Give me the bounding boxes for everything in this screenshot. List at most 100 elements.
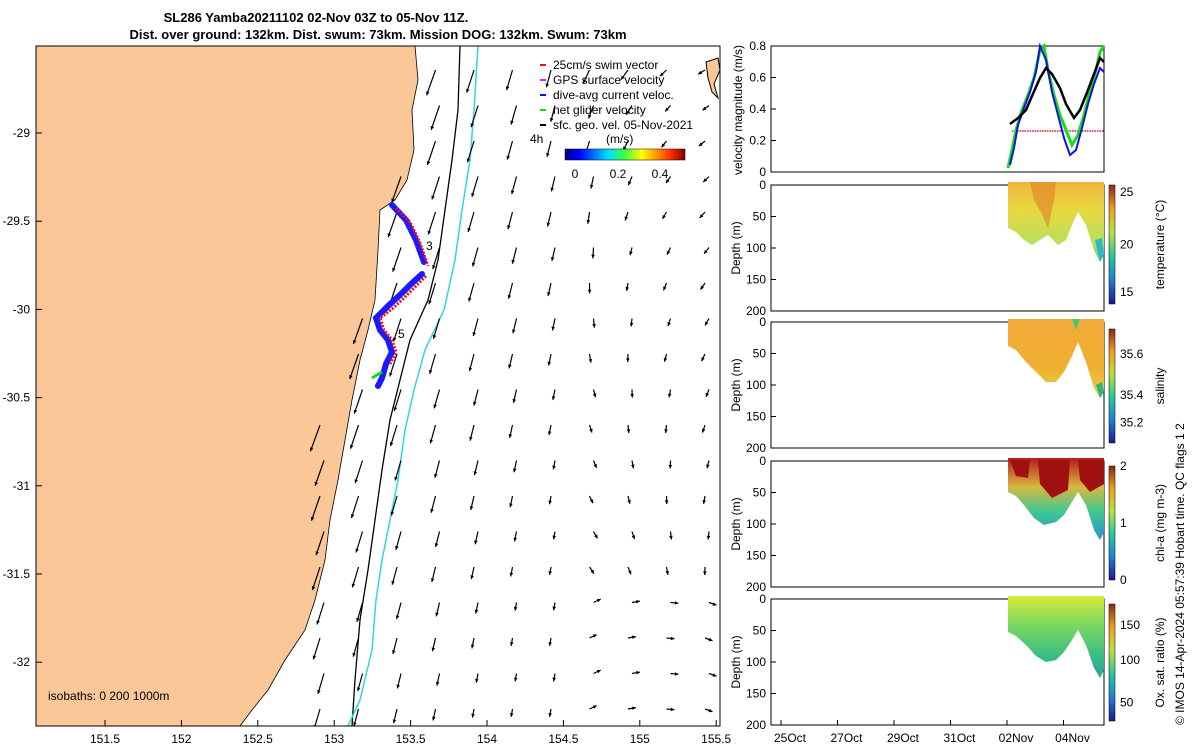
salinity-panel xyxy=(770,319,1105,449)
map-xtick-label: 155.5 xyxy=(701,732,731,746)
velocity-arrow-head xyxy=(699,214,704,218)
velocity-arrow-head xyxy=(662,214,666,219)
velocity-arrow-head xyxy=(513,606,518,611)
velocity-arrow-head xyxy=(626,429,631,433)
colorbar-tick-label: 150 xyxy=(1120,618,1140,632)
velocity-arrow-head xyxy=(389,442,394,447)
map-ytick-label: -29.5 xyxy=(3,214,31,228)
velocity-arrow-head xyxy=(547,292,551,296)
velocity-arrow-head xyxy=(509,572,514,577)
velocity-arrow-head xyxy=(666,250,671,255)
velocity-arrow-shaft xyxy=(466,140,475,163)
map-xtick-label: 152 xyxy=(171,732,191,746)
velocity-arrow-head xyxy=(664,429,668,433)
velocity-arrow-head xyxy=(591,254,595,259)
velocity-arrow-head xyxy=(703,178,708,183)
heatmap-colorbars xyxy=(1108,184,1116,722)
colorbar-title: temperature (°C) xyxy=(1153,200,1167,290)
map-xtick-label: 153.5 xyxy=(396,732,426,746)
velocity-arrow-head xyxy=(393,407,398,412)
velocity-arrow-head xyxy=(666,179,670,184)
salinity-blue-patch xyxy=(1096,382,1104,398)
velocity-arrow-head xyxy=(712,602,717,606)
velocity-arrow-head xyxy=(394,476,398,481)
velocity-arrow-head xyxy=(434,473,438,478)
time-tick-label: 02Nov xyxy=(999,731,1034,745)
colorbar-tick-1: 0.2 xyxy=(610,167,627,181)
colorbar-tick-label: 35.4 xyxy=(1120,388,1144,402)
velocity-arrow-shaft xyxy=(316,602,325,625)
heatmap-axes: 0 50 100 150 200 Depth (m) 0 50 100 150 200 Depth (… xyxy=(729,178,1090,745)
velocity-arrow-shaft xyxy=(427,211,437,235)
velocity-arrow-head xyxy=(471,192,475,197)
isobath-1000 xyxy=(347,46,479,726)
velocity-arrow-head xyxy=(582,79,587,84)
velocity-arrow-head xyxy=(513,677,518,682)
velocity-arrow-head xyxy=(700,285,705,290)
velocity-arrow-shaft xyxy=(309,424,321,452)
velocity-arrow-head xyxy=(387,233,392,238)
heatmap-ytick-label: 200 xyxy=(746,441,766,455)
velocity-ylabel: velocity magnitude (m/s) xyxy=(731,45,745,175)
velocity-arrow-head xyxy=(390,511,395,516)
velocity-arrow-head xyxy=(663,357,668,362)
colorbar-title: chl-a (mg m-3) xyxy=(1153,484,1167,562)
velocity-arrow-head xyxy=(664,500,669,504)
velocity-arrow-head xyxy=(636,599,640,604)
velocity-arrow-head xyxy=(630,464,635,469)
heatmap-ytick-label: 100 xyxy=(746,655,766,669)
velocity-arrow-shaft xyxy=(355,531,364,553)
velocity-arrow-head xyxy=(469,436,473,441)
map-ytick-label: -30 xyxy=(13,302,31,316)
velocity-arrow-shaft xyxy=(315,531,325,556)
velocity-arrow-head xyxy=(703,571,707,575)
velocity-arrow-head xyxy=(627,570,632,575)
colorbar-tick-label: 15 xyxy=(1120,285,1134,299)
temperature-colorbar xyxy=(1108,184,1116,305)
velocity-arrow-head xyxy=(468,297,472,302)
velocity-arrow-head xyxy=(511,259,515,264)
velocity-arrow-head xyxy=(471,262,476,267)
isobaths-legend: isobaths: 0 200 1000m xyxy=(48,689,169,703)
velocity-arrow-shaft xyxy=(349,424,360,449)
heatmap-ytick-label: 200 xyxy=(746,304,766,318)
velocity-arrow-head xyxy=(588,358,593,363)
velocity-arrow-head xyxy=(352,652,356,657)
velocity-arrow-head xyxy=(548,500,552,505)
velocity-arrow-shaft xyxy=(426,140,437,166)
title-line-2: Dist. over ground: 132km. Dist. swum: 73… xyxy=(129,27,626,42)
legend-swim-label: 25cm/s swim vector xyxy=(553,58,658,72)
velocity-arrow-head xyxy=(706,535,711,540)
series-black-sfc xyxy=(1009,55,1105,125)
velocity-arrow-head xyxy=(392,267,396,272)
velocity-arrow-head xyxy=(472,332,476,337)
velocity-arrow-head xyxy=(396,684,400,689)
velocity-arrow-head xyxy=(593,463,597,468)
heatmap-ytick-label: 50 xyxy=(753,624,767,638)
velocity-arrow-head xyxy=(548,642,553,646)
velocity-arrow-head xyxy=(356,617,360,622)
velocity-arrow-head xyxy=(431,647,436,652)
velocity-arrow-head xyxy=(628,181,632,186)
colorbar-tick-2: 0.4 xyxy=(652,167,669,181)
velocity-arrow-head xyxy=(431,195,435,200)
map-xtick-label: 153 xyxy=(324,732,344,746)
velocity-arrow-head xyxy=(547,361,552,366)
map-xtick-label: 155 xyxy=(630,732,650,746)
velocity-arrow-shaft xyxy=(432,247,441,270)
colorbar-tick-label: 2 xyxy=(1120,459,1127,473)
velocity-arrow-head xyxy=(435,612,439,617)
velocity-arrow-head xyxy=(670,636,675,641)
velocity-arrow-head xyxy=(708,708,713,713)
legend-swim-vector: 25cm/s swim vector xyxy=(540,58,658,72)
heatmap-ytick-label: 200 xyxy=(746,580,766,594)
velocity-arrow-head xyxy=(426,91,430,96)
velocity-arrow-head xyxy=(430,125,435,130)
velocity-arrow-head xyxy=(589,184,594,189)
velocity-arrow-head xyxy=(510,120,514,125)
velocity-arrow-head xyxy=(512,468,517,473)
colorbar-tick-label: 35.2 xyxy=(1120,415,1144,429)
velocity-arrow-head xyxy=(674,601,679,605)
heatmap-ylabel: Depth (m) xyxy=(729,221,743,274)
velocity-arrow-head xyxy=(470,644,475,649)
